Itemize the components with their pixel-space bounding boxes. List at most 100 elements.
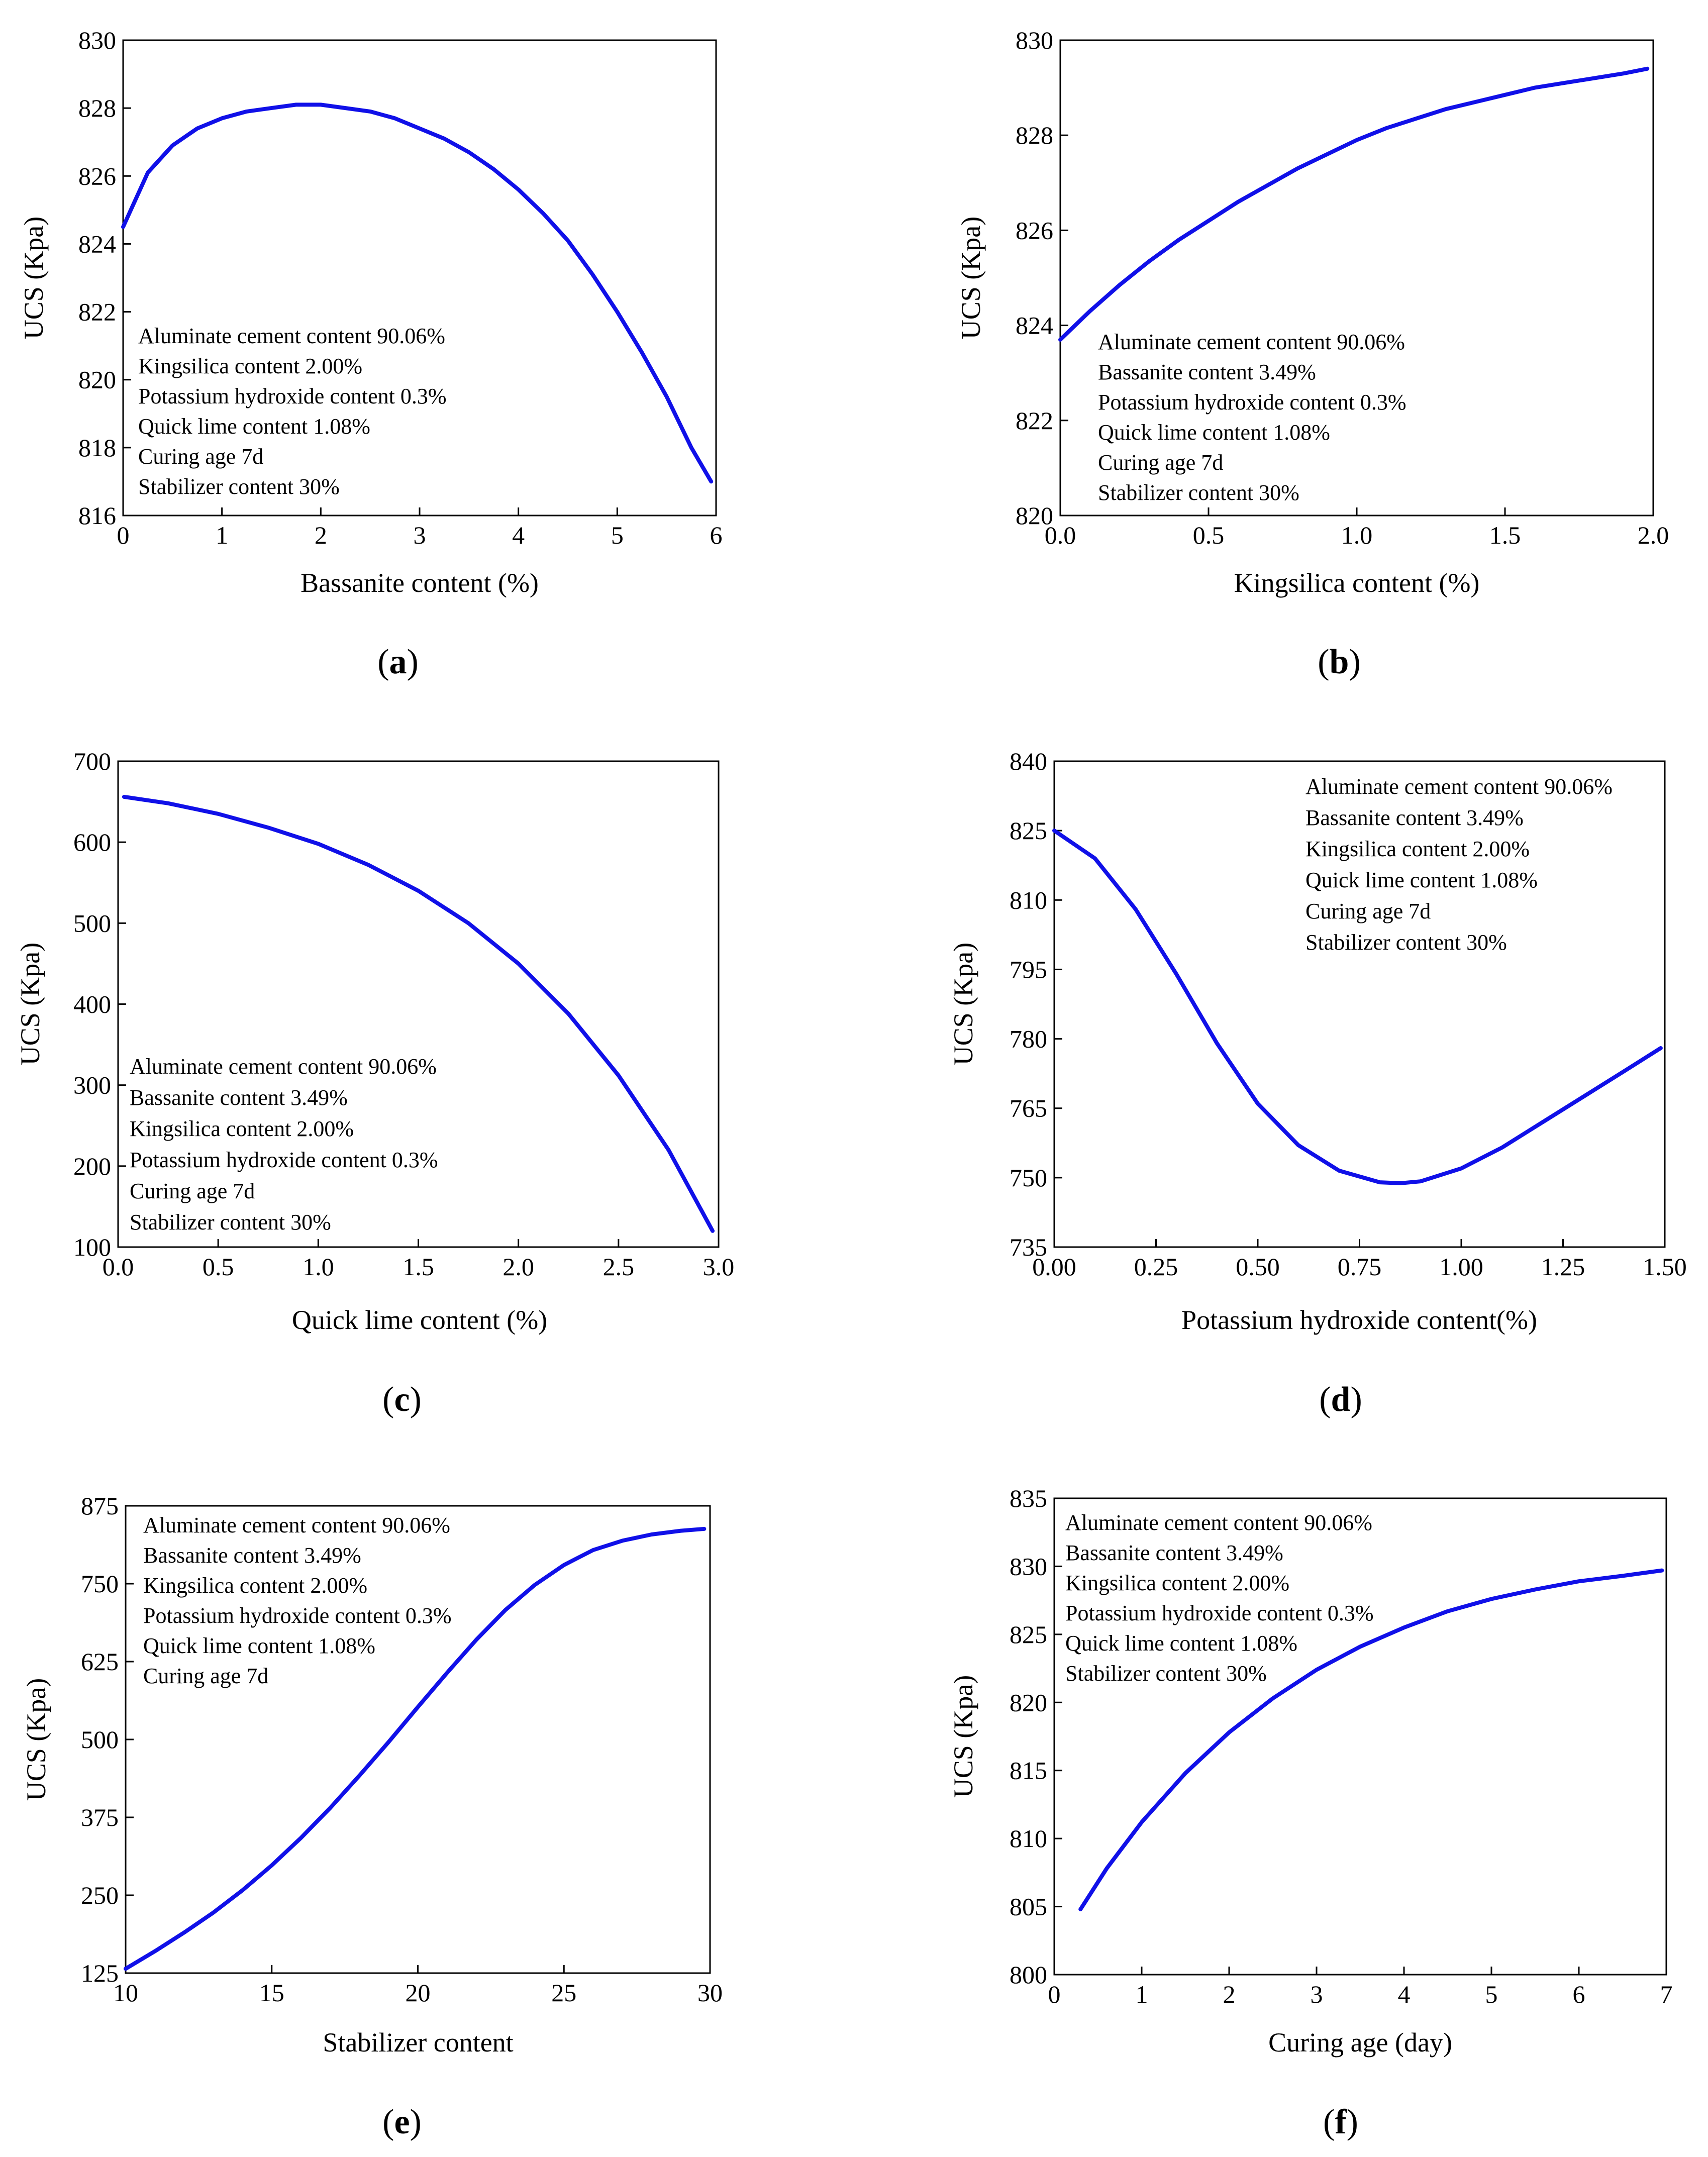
y-tick-label-b-2: 824: [1016, 312, 1053, 340]
x-tick-label-f-1: 1: [1136, 1980, 1148, 2008]
x-axis-title-e: Stabilizer content: [323, 2027, 513, 2058]
x-tick-label-f-6: 6: [1573, 1980, 1585, 2008]
y-tick-label-d-6: 825: [1010, 816, 1047, 845]
x-tick-label-e-2: 20: [406, 1979, 431, 2007]
y-tick-label-a-2: 820: [78, 366, 116, 394]
annotation-f-5: Stabilizer content 30%: [1065, 1661, 1267, 1686]
y-tick-label-e-0: 125: [81, 1959, 119, 1987]
x-tick-label-e-0: 10: [113, 1979, 138, 2007]
x-tick-label-d-5: 1.25: [1541, 1253, 1585, 1281]
x-tick-label-c-1: 0.5: [203, 1253, 234, 1281]
annotation-d-2: Kingsilica content 2.00%: [1305, 837, 1530, 861]
x-tick-label-c-5: 2.5: [603, 1253, 635, 1281]
y-tick-label-b-3: 826: [1016, 216, 1053, 244]
y-tick-label-a-7: 830: [78, 26, 116, 54]
curve-b: [1058, 66, 1650, 342]
ticks-a: 0 1 2 3 4 5 6 816 818 820 822 824 826 828 830: [78, 26, 723, 549]
panel-label-a: (a): [377, 643, 419, 681]
x-tick-label-a-4: 4: [512, 521, 525, 549]
series-line-a-0: [121, 102, 714, 484]
x-tick-label-a-5: 5: [611, 521, 624, 549]
annotation-b-3: Quick lime content 1.08%: [1098, 420, 1330, 445]
annotation-d-4: Curing age 7d: [1305, 899, 1431, 923]
y-tick-label-f-4: 820: [1010, 1688, 1047, 1716]
x-tick-label-f-0: 0: [1048, 1980, 1061, 2008]
y-tick-label-d-7: 840: [1010, 747, 1047, 775]
annotation-e-0: Aluminate cement content 90.06%: [143, 1513, 450, 1537]
y-tick-label-c-4: 500: [73, 909, 111, 937]
x-axis-title-f: Curing age (day): [1268, 2027, 1452, 2058]
annotation-d-1: Bassanite content 3.49%: [1305, 805, 1524, 830]
panel-label-f: (f): [1323, 2103, 1358, 2141]
y-tick-label-a-4: 824: [78, 230, 116, 258]
annotation-a-2: Potassium hydroxide content 0.3%: [138, 384, 447, 408]
curve-f: [1078, 1568, 1664, 1911]
y-tick-label-b-5: 830: [1016, 26, 1053, 54]
annotation-a-4: Curing age 7d: [138, 444, 263, 469]
y-tick-label-d-2: 765: [1010, 1094, 1047, 1122]
annotation-b-5: Stabilizer content 30%: [1098, 480, 1299, 505]
annotation-c-2: Kingsilica content 2.00%: [130, 1116, 354, 1141]
annotation-d-5: Stabilizer content 30%: [1305, 930, 1507, 955]
y-tick-label-a-3: 822: [78, 298, 116, 326]
y-tick-label-f-1: 805: [1010, 1893, 1047, 1921]
annotation-e-2: Kingsilica content 2.00%: [143, 1573, 367, 1598]
annotation-b-0: Aluminate cement content 90.06%: [1098, 330, 1405, 354]
y-tick-label-c-6: 700: [73, 747, 111, 775]
annotation-c-5: Stabilizer content 30%: [130, 1210, 331, 1235]
annotation-e-3: Potassium hydroxide content 0.3%: [143, 1603, 452, 1628]
y-axis-title-a: UCS (Kpa): [19, 217, 49, 339]
y-axis-title-b: UCS (Kpa): [956, 217, 986, 339]
annotation-d-3: Quick lime content 1.08%: [1305, 868, 1538, 892]
annotation-f-4: Quick lime content 1.08%: [1065, 1631, 1297, 1656]
x-tick-label-a-0: 0: [117, 521, 130, 549]
annotation-a-1: Kingsilica content 2.00%: [138, 354, 362, 378]
ticks-d: 0.00 0.25 0.50 0.75 1.00 1.25 1.50 735 750 765 780…: [1010, 747, 1687, 1281]
x-tick-label-c-4: 2.0: [503, 1253, 534, 1281]
y-tick-label-c-0: 100: [73, 1233, 111, 1261]
panel-label-c: (c): [382, 1380, 422, 1419]
x-tick-label-e-3: 25: [551, 1979, 576, 2007]
series-line-d-0: [1052, 829, 1663, 1185]
plot-frame-c: [117, 760, 720, 1248]
ticks-f: 0 1 2 3 4 5 6 7 800 805 810 815 820 825 830 835: [1010, 1484, 1673, 2008]
y-axis-title-d: UCS (Kpa): [948, 943, 978, 1065]
panel-d: 0.00 0.25 0.50 0.75 1.00 1.25 1.50 735 750 765 780…: [948, 747, 1687, 1419]
y-tick-label-e-3: 500: [81, 1725, 119, 1754]
series-line-b-0: [1058, 66, 1650, 342]
y-tick-label-f-6: 830: [1010, 1552, 1047, 1580]
x-tick-label-f-3: 3: [1311, 1980, 1323, 2008]
y-tick-label-c-5: 600: [73, 828, 111, 856]
x-tick-label-b-4: 2.0: [1638, 521, 1669, 549]
x-tick-label-e-4: 30: [697, 1979, 723, 2007]
y-tick-label-d-4: 795: [1010, 955, 1047, 983]
panel-b: 0.0 0.5 1.0 1.5 2.0 820 822 824 826 828 830 UCS (K…: [956, 26, 1669, 681]
y-tick-label-b-4: 828: [1016, 121, 1053, 149]
curve-e: [124, 1526, 707, 1971]
x-tick-label-d-3: 0.75: [1338, 1253, 1382, 1281]
x-tick-label-d-2: 0.50: [1236, 1253, 1280, 1281]
annotation-d-0: Aluminate cement content 90.06%: [1305, 774, 1613, 799]
curve-c: [122, 794, 715, 1233]
y-tick-label-a-0: 816: [78, 501, 116, 530]
ticks-c: 0.0 0.5 1.0 1.5 2.0 2.5 3.0 100 200 300 400 500 600 7…: [73, 747, 734, 1281]
y-tick-label-e-4: 625: [81, 1648, 119, 1676]
y-tick-label-e-6: 875: [81, 1492, 119, 1520]
plot-frame-f: [1053, 1497, 1667, 1976]
x-axis-title-a: Bassanite content (%): [300, 568, 539, 598]
panel-e: 10 15 20 25 30 125 250 375 500 625 750 875 UCS (Kpa…: [21, 1492, 723, 2141]
y-tick-label-c-3: 400: [73, 990, 111, 1018]
x-tick-label-d-1: 0.25: [1134, 1253, 1178, 1281]
ticks-e: 10 15 20 25 30 125 250 375 500 625 750 875: [81, 1492, 723, 2007]
annotation-b-4: Curing age 7d: [1098, 450, 1223, 475]
y-tick-label-a-6: 828: [78, 94, 116, 122]
y-tick-label-c-1: 200: [73, 1152, 111, 1180]
series-line-f-0: [1078, 1568, 1664, 1911]
y-tick-label-a-1: 818: [78, 434, 116, 462]
x-tick-label-a-6: 6: [710, 521, 723, 549]
y-tick-label-f-3: 815: [1010, 1757, 1047, 1785]
x-tick-label-c-6: 3.0: [703, 1253, 735, 1281]
y-axis-title-c: UCS (Kpa): [15, 943, 45, 1065]
x-tick-label-a-3: 3: [414, 521, 426, 549]
